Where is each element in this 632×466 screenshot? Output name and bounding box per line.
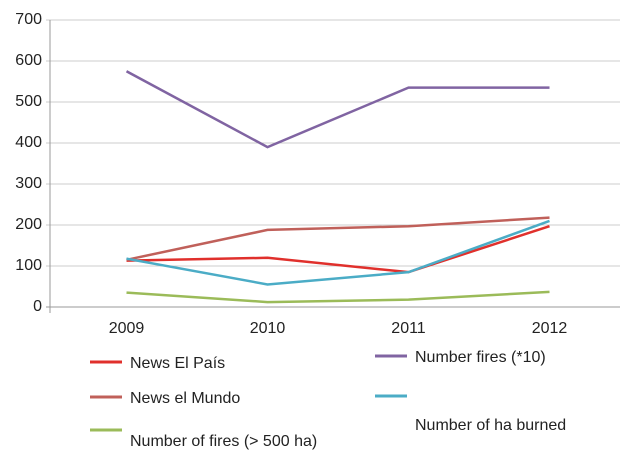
series-line: [126, 219, 550, 286]
legend-label: Number fires (*10): [415, 349, 546, 366]
y-tick-label: 300: [15, 175, 42, 192]
y-tick-label: 700: [15, 11, 42, 28]
y-tick-label: 600: [15, 52, 42, 69]
y-tick-label: 500: [15, 93, 42, 110]
y-tick-label: 0: [33, 298, 42, 315]
series-line: [126, 216, 550, 262]
series-line: [126, 290, 550, 304]
x-tick-label: 2009: [109, 320, 145, 337]
x-tick-label: 2010: [250, 320, 286, 337]
legend-label: Number of fires (> 500 ha): [130, 433, 317, 450]
x-tick-label: 2011: [391, 320, 426, 337]
y-tick-label: 100: [15, 257, 42, 274]
y-tick-label: 400: [15, 134, 42, 151]
legend-label: Number of ha burned: [415, 417, 566, 434]
series-line: [125, 70, 550, 149]
series-line: [126, 225, 550, 274]
legend-label: News El País: [130, 355, 225, 372]
legend-label: News el Mundo: [130, 390, 240, 407]
y-tick-label: 200: [15, 216, 42, 233]
x-tick-label: 2012: [532, 320, 568, 337]
